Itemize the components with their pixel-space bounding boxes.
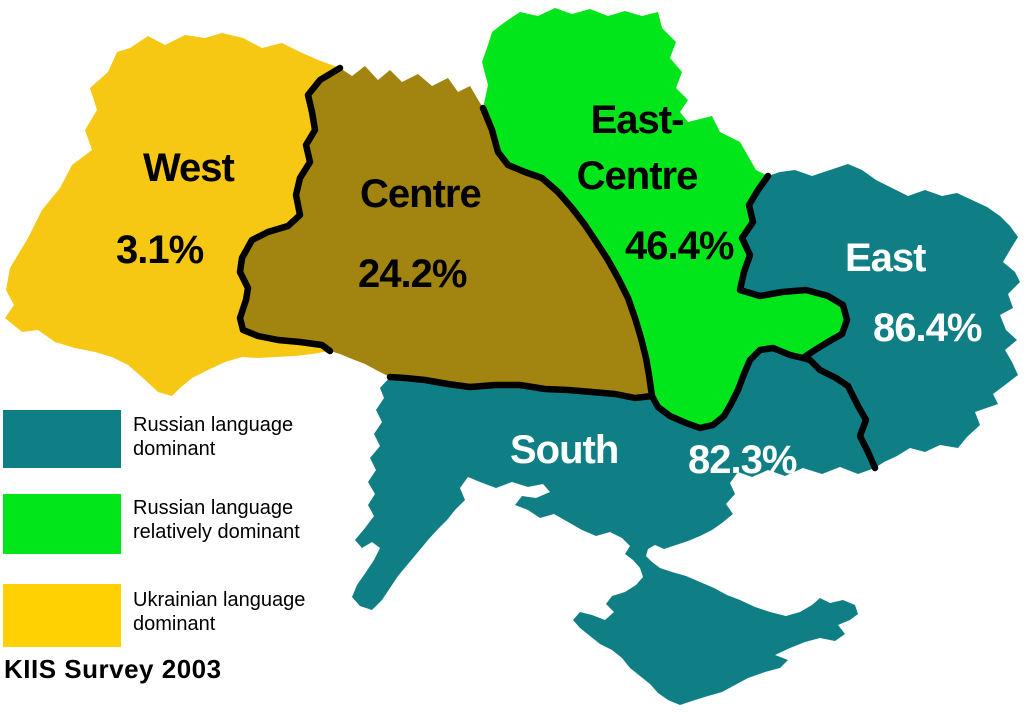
legend-label-ukrainian-dominant: Ukrainian language dominant — [133, 589, 306, 635]
region-south-shape — [352, 348, 875, 705]
legend-swatch-ukrainian-dominant — [3, 584, 121, 647]
border-west-centre — [236, 64, 344, 355]
border-east-centre-east — [736, 172, 852, 390]
region-east-value: 86.4% — [873, 306, 982, 350]
region-west-label: West — [143, 146, 235, 190]
region-west-value: 3.1% — [116, 228, 204, 272]
border-centre-south — [386, 373, 656, 402]
region-centre-label: Centre — [360, 172, 482, 216]
region-east-shape — [740, 164, 1020, 468]
region-east-centre-value: 46.4% — [625, 224, 734, 268]
legend-label-russian-relatively-dominant: Russian language relatively dominant — [133, 497, 300, 543]
border-south-east — [844, 382, 879, 472]
border-centre-east-centre — [479, 104, 656, 400]
legend-swatch-russian-dominant — [3, 410, 121, 468]
region-east-centre-shape — [482, 8, 847, 428]
border-east-centre-south — [648, 344, 807, 432]
legend-swatch-russian-relatively-dominant — [3, 494, 121, 554]
source-note: KIIS Survey 2003 — [4, 654, 222, 684]
region-east-centre-label: East- Centre — [576, 98, 699, 198]
legend-label-russian-dominant: Russian language dominant — [133, 414, 294, 460]
region-centre-value: 24.2% — [358, 252, 467, 296]
region-west-shape — [5, 33, 340, 396]
region-borders — [236, 64, 879, 472]
region-centre-shape — [240, 66, 652, 398]
region-east-label: East — [845, 236, 926, 280]
region-south-label: South — [510, 428, 619, 472]
region-south-value: 82.3% — [688, 438, 797, 482]
